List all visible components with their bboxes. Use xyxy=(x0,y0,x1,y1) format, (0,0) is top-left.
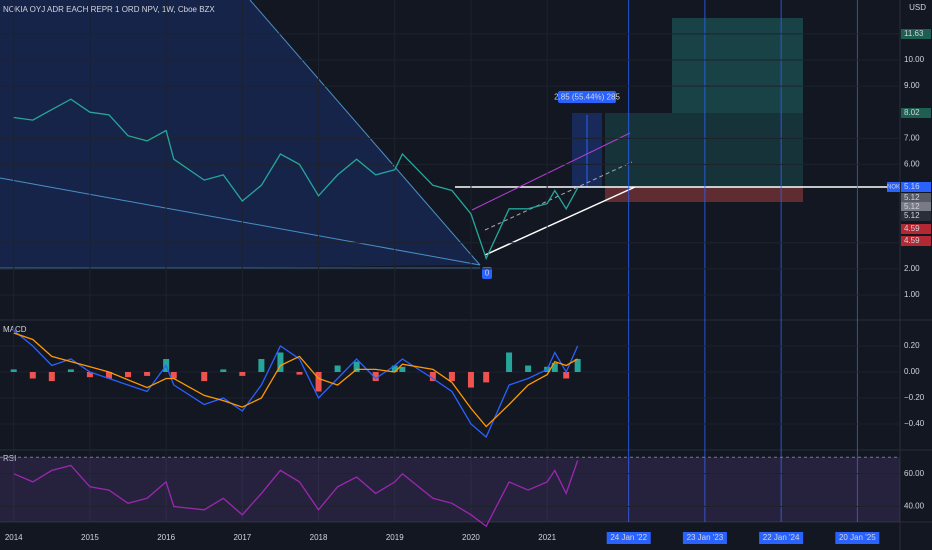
price-tag xyxy=(901,211,931,221)
x-tick-label: 20 Jan '25 xyxy=(839,533,876,542)
pane-title: MACD xyxy=(3,325,27,334)
histogram-bar xyxy=(220,369,227,372)
point-label-bg xyxy=(482,267,492,279)
y-tick-label: 6.00 xyxy=(904,160,920,169)
x-tick-label: 2018 xyxy=(310,533,328,542)
x-tick-label: 2016 xyxy=(157,533,175,542)
y-tick-label: 2.00 xyxy=(904,264,920,273)
series-line xyxy=(13,98,579,261)
y-tick-label: 1.00 xyxy=(904,290,920,299)
y-tick-label: 9.00 xyxy=(904,81,920,90)
trend-line xyxy=(484,186,636,256)
measure-label-bg xyxy=(558,91,616,103)
histogram-bar xyxy=(574,359,581,372)
histogram-bar xyxy=(429,372,436,382)
measure-label: 2.85 (55.44%) 285 xyxy=(554,93,620,102)
currency: USD xyxy=(909,3,926,12)
fan-line xyxy=(249,0,481,266)
histogram-bar xyxy=(201,372,208,382)
chart-title: NOKIA OYJ ADR EACH REPR 1 ORD NPV, 1W, C… xyxy=(3,5,215,14)
y-tick-label: 40.00 xyxy=(904,502,925,511)
x-tick-label: 2014 xyxy=(5,533,23,542)
date-label-bg xyxy=(759,532,804,544)
price-tag xyxy=(901,29,931,39)
histogram-bar xyxy=(467,372,474,388)
histogram-bar xyxy=(448,372,455,382)
stop-zone xyxy=(605,187,803,202)
histogram-bar xyxy=(86,372,93,378)
series-line xyxy=(13,460,579,528)
histogram-bar xyxy=(551,362,558,372)
fan-line xyxy=(0,177,481,266)
price-tag-label: 5.12 xyxy=(904,193,920,202)
y-tick-label: 0.20 xyxy=(904,341,920,350)
histogram-bar xyxy=(353,361,360,372)
price-tag-label: 8.02 xyxy=(904,108,920,117)
histogram-bar xyxy=(296,372,303,375)
x-tick-label: 2019 xyxy=(386,533,404,542)
price-tag xyxy=(901,224,931,234)
price-tag xyxy=(901,236,931,246)
histogram-bar xyxy=(506,352,513,372)
price-tag-label: 4.59 xyxy=(904,236,920,245)
target-zone xyxy=(605,113,803,187)
y-tick-label: 60.00 xyxy=(904,469,925,478)
rsi-band xyxy=(0,457,900,522)
x-tick-label: 2017 xyxy=(233,533,251,542)
histogram-bar xyxy=(483,372,490,383)
histogram-bar xyxy=(334,365,341,372)
price-tag-label: 5.16 xyxy=(904,182,920,191)
histogram-bar xyxy=(563,372,570,379)
price-tag xyxy=(901,202,931,212)
price-tag-name: NOK xyxy=(887,185,900,191)
x-tick-label: 23 Jan '23 xyxy=(687,533,724,542)
series-line xyxy=(13,329,579,439)
price-tag-label: 5.12 xyxy=(904,211,920,220)
y-tick-label: 0.00 xyxy=(904,367,920,376)
x-tick-label: 2020 xyxy=(462,533,480,542)
x-tick-label: 22 Jan '24 xyxy=(763,533,800,542)
y-tick-label: −0.40 xyxy=(904,419,925,428)
histogram-bar xyxy=(399,366,406,372)
x-tick-label: 24 Jan '22 xyxy=(610,533,647,542)
histogram-bar xyxy=(525,365,532,372)
price-tag xyxy=(901,193,931,203)
y-tick-label: 10.00 xyxy=(904,55,925,64)
y-tick-label: 7.00 xyxy=(904,133,920,142)
histogram-bar xyxy=(144,372,151,376)
histogram-bar xyxy=(372,372,379,382)
histogram-bar xyxy=(391,365,398,372)
histogram-bar xyxy=(258,359,265,372)
price-tag xyxy=(901,182,931,192)
histogram-bar xyxy=(277,352,284,372)
series-line xyxy=(13,332,578,428)
histogram-bar xyxy=(48,372,55,382)
histogram-bar xyxy=(10,369,17,372)
point-label: 0 xyxy=(485,269,490,278)
price-tag xyxy=(901,108,931,118)
price-tag-label: 11.63 xyxy=(904,29,924,38)
price-tag-name-bg xyxy=(887,182,900,192)
target-zone xyxy=(672,18,803,113)
pane-title: RSI xyxy=(3,454,16,463)
histogram-bar xyxy=(170,372,177,379)
histogram-bar xyxy=(105,372,112,379)
date-label-bg xyxy=(606,532,651,544)
price-tag-label: 5.12 xyxy=(904,202,920,211)
channel-line xyxy=(471,132,631,211)
fib-fan xyxy=(0,0,480,270)
price-tag-label: 4.59 xyxy=(904,224,920,233)
histogram-bar xyxy=(67,369,74,372)
x-tick-label: 2015 xyxy=(81,533,99,542)
histogram-bar xyxy=(125,372,132,378)
y-tick-label: −0.20 xyxy=(904,393,925,402)
x-tick-label: 2021 xyxy=(538,533,556,542)
date-label-bg xyxy=(835,532,880,544)
histogram-bar xyxy=(315,372,322,392)
histogram-bar xyxy=(29,372,36,379)
histogram-bar xyxy=(239,372,246,376)
date-label-bg xyxy=(682,532,727,544)
